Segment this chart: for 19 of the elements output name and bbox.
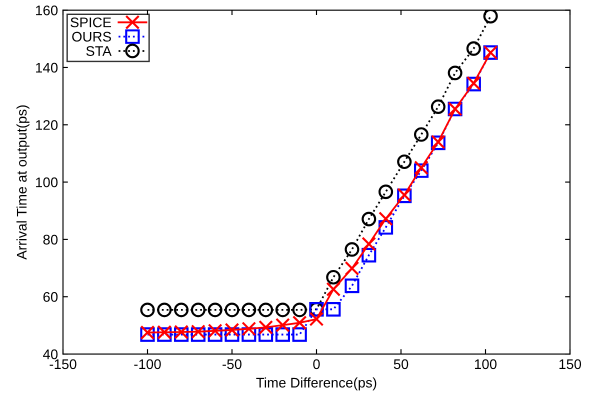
y-tick-label: 120: [36, 120, 58, 130]
legend-label: SPICE: [70, 17, 112, 28]
x-tick-label: 100: [474, 359, 497, 370]
y-axis-title: Arrival Time at output(ps): [16, 105, 30, 260]
x-tick-label: -50: [222, 359, 242, 370]
x-tick-label: 0: [313, 359, 320, 370]
y-tick-label: 100: [36, 177, 58, 188]
x-axis-title: Time Difference(ps): [256, 377, 376, 390]
y-tick-label: 160: [36, 5, 58, 16]
x-tick-label: 50: [394, 359, 408, 370]
y-tick-label: 40: [43, 349, 58, 360]
legend-label: STA: [86, 46, 112, 56]
legend-label: OURS: [72, 32, 111, 42]
y-tick-label: 140: [36, 62, 58, 73]
x-tick-label: -150: [50, 359, 76, 370]
y-tick-label: 80: [43, 234, 58, 245]
x-tick-label: -100: [134, 359, 161, 370]
x-tick-label: 150: [559, 359, 582, 370]
y-tick-label: 60: [43, 292, 58, 302]
